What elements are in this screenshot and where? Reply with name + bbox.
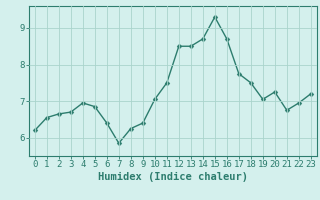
- X-axis label: Humidex (Indice chaleur): Humidex (Indice chaleur): [98, 172, 248, 182]
